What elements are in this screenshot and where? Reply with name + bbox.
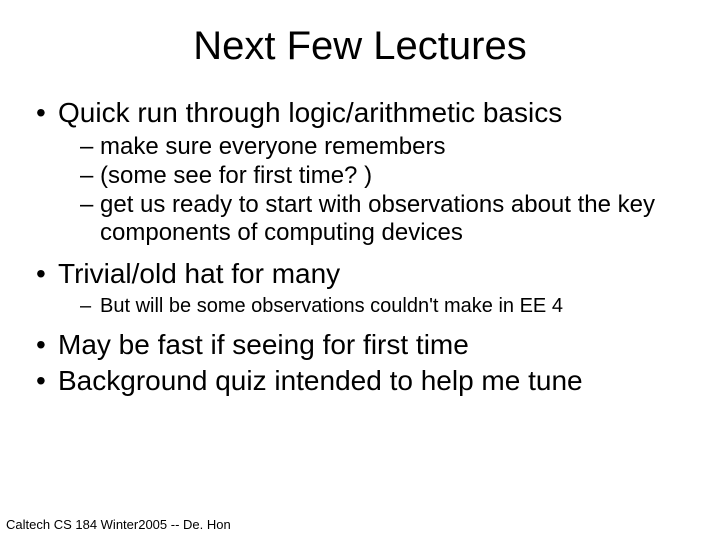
bullet-level1: Trivial/old hat for many <box>30 258 690 290</box>
slide-footer: Caltech CS 184 Winter2005 -- De. Hon <box>6 517 231 532</box>
bullet-level1: May be fast if seeing for first time <box>30 329 690 361</box>
slide: Next Few Lectures Quick run through logi… <box>0 0 720 540</box>
bullet-level2: (some see for first time? ) <box>30 162 690 191</box>
bullet-level1: Quick run through logic/arithmetic basic… <box>30 97 690 129</box>
bullet-level2: make sure everyone remembers <box>30 133 690 162</box>
slide-title: Next Few Lectures <box>0 24 720 69</box>
slide-content: Quick run through logic/arithmetic basic… <box>0 97 720 397</box>
bullet-group-1: Quick run through logic/arithmetic basic… <box>30 97 690 248</box>
bullet-group-2: Trivial/old hat for many But will be som… <box>30 258 690 319</box>
bullet-level2: But will be some observations couldn't m… <box>30 294 690 319</box>
bullet-level1: Background quiz intended to help me tune <box>30 365 690 397</box>
bullet-level2: get us ready to start with observations … <box>30 191 690 249</box>
